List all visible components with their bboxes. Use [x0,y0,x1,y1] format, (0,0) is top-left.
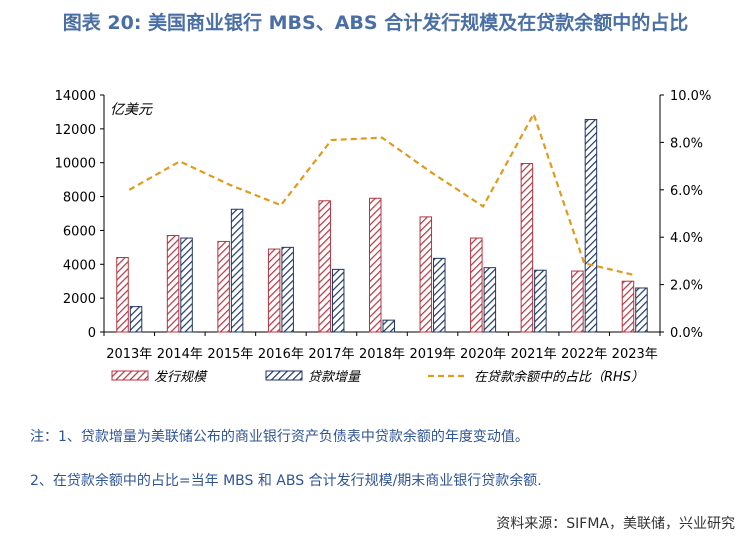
legend-label-ratio: 在贷款余额中的占比（RHS） [474,369,644,385]
bar-issuance [419,216,433,333]
bar-loan-increment [281,246,294,333]
bar-loan-increment [331,268,345,333]
footnote-1: 注：1、贷款增量为美联储公布的商业银行资产负债表中贷款余额的年度变动值。 [30,429,529,445]
left-y-tick-label: 0 [88,326,96,341]
legend-label-loan-increment: 贷款增量 [308,370,362,385]
legend: 发行规模 贷款增量 在贷款余额中的占比（RHS） [111,369,644,385]
bar-issuance [470,237,483,333]
source-note: 资料来源：SIFMA，美联储，兴业研究 [496,516,735,532]
bar-loan-increment [230,208,244,333]
bar-loan-increment [129,306,143,333]
x-tick-label: 2021年 [511,347,557,362]
ratio-line [128,111,635,277]
y-axis-unit-label: 亿美元 [110,102,153,118]
right-y-tick-label: 2.0% [670,279,703,294]
bar-loan-increment [534,269,547,333]
right-y-tick-label: 10.0% [670,89,711,104]
bar-loan-increment [635,287,648,333]
bar-issuance [520,163,534,333]
bar-issuance [318,200,331,333]
left-y-tick-label: 4000 [63,258,96,273]
bar-loan-increment [584,119,598,333]
bar-issuance [116,257,129,333]
x-tick-label: 2018年 [359,347,405,362]
bar-issuance [571,270,584,333]
bar-loan-increment [483,267,497,333]
right-y-tick-label: 4.0% [670,231,703,246]
legend-swatch-loan-increment [265,370,303,381]
bar-issuance [369,197,382,333]
bar-issuance [267,248,281,333]
bar-loan-increment [180,237,193,333]
x-tick-label: 2017年 [308,347,354,362]
x-tick-label: 2016年 [258,347,304,362]
legend-swatch-issuance [111,370,149,381]
legend-label-issuance: 发行规模 [154,370,208,385]
x-tick-label: 2015年 [207,347,253,362]
chart-title: 图表 20: 美国商业银行 MBS、ABS 合计发行规模及在贷款余额中的占比 [62,12,689,34]
x-tick-label: 2019年 [409,347,455,362]
left-y-tick-label: 12000 [55,123,96,138]
right-y-tick-label: 8.0% [670,136,703,151]
bars-group [116,119,648,333]
x-tick-label: 2020年 [460,347,506,362]
bar-issuance [166,235,180,333]
x-tick-label: 2022年 [561,347,607,362]
bar-loan-increment [433,257,446,333]
x-tick-label: 2014年 [157,347,203,362]
left-y-tick-label: 8000 [63,191,96,206]
x-tick-label: 2023年 [612,347,658,362]
right-y-tick-label: 0.0% [670,326,703,341]
bar-issuance [621,280,635,333]
x-tick-label: 2013年 [106,347,152,362]
tick-labels-group: 0 2000 4000 6000 8000 10000 12000 14000 0.0% 2.0%… [55,89,712,362]
footnote-2: 2、在贷款余额中的占比=当年 MBS 和 ABS 合计发行规模/期末商业银行贷款… [30,473,542,489]
axes-group [100,94,664,336]
left-y-tick-label: 10000 [55,157,96,172]
bar-loan-increment [382,319,395,333]
ratio-line-group [128,111,635,277]
right-y-tick-label: 6.0% [670,184,703,199]
left-y-tick-label: 2000 [63,292,96,307]
left-y-tick-label: 6000 [63,224,96,239]
left-y-tick-label: 14000 [55,89,96,104]
bar-issuance [217,240,230,333]
